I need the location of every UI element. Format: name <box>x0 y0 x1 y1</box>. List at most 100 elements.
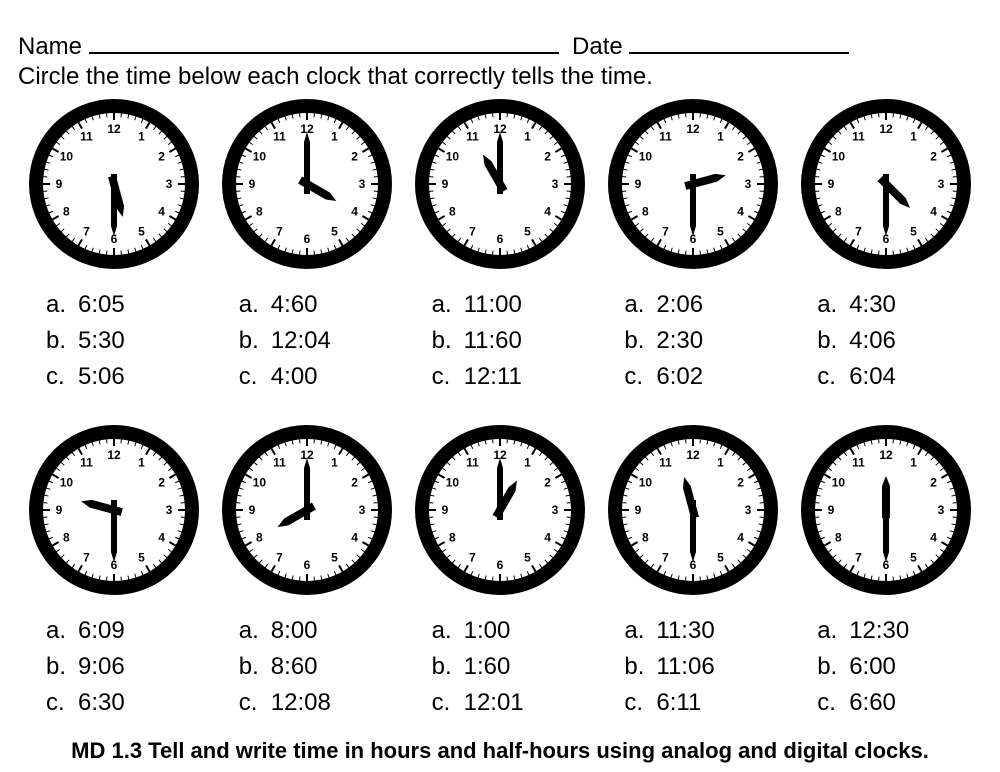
svg-text:4: 4 <box>159 205 166 219</box>
option-time: 11:06 <box>656 653 714 680</box>
option-time: 12:30 <box>849 617 909 644</box>
svg-text:4: 4 <box>351 531 358 545</box>
option-time: 6:11 <box>656 689 701 716</box>
option-label: b. <box>432 323 464 359</box>
option-label: b. <box>432 649 464 685</box>
answer-list: a.11:00b.11:60c.12:11 <box>404 287 522 395</box>
option-label: c. <box>624 359 656 395</box>
option-label: b. <box>624 649 656 685</box>
svg-text:10: 10 <box>60 476 74 490</box>
svg-text:11: 11 <box>852 456 865 470</box>
clock-cell: 123456789101112a.8:00b.8:60c.12:08 <box>211 425 404 721</box>
answer-option[interactable]: b.4:06 <box>817 323 896 359</box>
option-label: b. <box>46 323 78 359</box>
svg-text:1: 1 <box>910 130 917 144</box>
svg-text:11: 11 <box>273 456 286 470</box>
answer-option[interactable]: a.11:30 <box>624 613 714 649</box>
svg-text:2: 2 <box>930 150 937 164</box>
clock-cell: 123456789101112a.2:06b.2:30c.6:02 <box>596 99 789 395</box>
answer-option[interactable]: a.12:30 <box>817 613 909 649</box>
svg-text:9: 9 <box>634 503 641 517</box>
svg-text:2: 2 <box>930 476 937 490</box>
svg-text:3: 3 <box>166 503 173 517</box>
svg-text:1: 1 <box>331 456 338 470</box>
option-label: b. <box>817 649 849 685</box>
clock-face: 123456789101112 <box>222 425 392 595</box>
svg-text:4: 4 <box>159 531 166 545</box>
answer-option[interactable]: a.1:00 <box>432 613 524 649</box>
svg-text:8: 8 <box>256 205 263 219</box>
svg-text:10: 10 <box>638 150 652 164</box>
clock-face: 123456789101112 <box>29 425 199 595</box>
svg-text:7: 7 <box>855 551 862 565</box>
answer-option[interactable]: b.5:30 <box>46 323 125 359</box>
answer-list: a.1:00b.1:60c.12:01 <box>404 613 524 721</box>
answer-option[interactable]: c.5:06 <box>46 359 125 395</box>
svg-text:11: 11 <box>81 456 94 470</box>
answer-option[interactable]: b.2:30 <box>624 323 703 359</box>
svg-text:5: 5 <box>717 551 724 565</box>
svg-text:11: 11 <box>659 456 672 470</box>
option-time: 2:30 <box>656 327 703 354</box>
option-label: a. <box>46 287 78 323</box>
answer-option[interactable]: b.8:60 <box>239 649 331 685</box>
svg-text:9: 9 <box>827 177 834 191</box>
svg-text:3: 3 <box>937 177 944 191</box>
option-label: a. <box>239 613 271 649</box>
answer-option[interactable]: b.6:00 <box>817 649 909 685</box>
svg-text:12: 12 <box>686 122 700 136</box>
clock-face: 123456789101112 <box>29 99 199 269</box>
option-time: 6:05 <box>78 291 125 318</box>
svg-text:10: 10 <box>446 476 460 490</box>
answer-option[interactable]: c.12:08 <box>239 685 331 721</box>
svg-text:2: 2 <box>544 150 551 164</box>
option-label: b. <box>239 323 271 359</box>
answer-option[interactable]: a.2:06 <box>624 287 703 323</box>
clock-cell: 123456789101112a.4:30b.4:06c.6:04 <box>789 99 982 395</box>
svg-text:4: 4 <box>930 531 937 545</box>
svg-text:12: 12 <box>108 122 122 136</box>
answer-option[interactable]: c.12:11 <box>432 359 522 395</box>
answer-list: a.12:30b.6:00c.6:60 <box>789 613 909 721</box>
option-time: 5:30 <box>78 327 125 354</box>
answer-option[interactable]: c.6:02 <box>624 359 703 395</box>
answer-option[interactable]: c.6:04 <box>817 359 896 395</box>
name-blank[interactable] <box>89 28 559 54</box>
answer-option[interactable]: a.4:60 <box>239 287 331 323</box>
svg-text:7: 7 <box>855 225 862 239</box>
option-label: c. <box>239 685 271 721</box>
svg-text:8: 8 <box>449 531 456 545</box>
svg-text:3: 3 <box>937 503 944 517</box>
svg-text:3: 3 <box>744 503 751 517</box>
svg-text:9: 9 <box>56 177 63 191</box>
answer-option[interactable]: b.12:04 <box>239 323 331 359</box>
answer-option[interactable]: b.11:06 <box>624 649 714 685</box>
svg-text:4: 4 <box>351 205 358 219</box>
svg-text:4: 4 <box>544 531 551 545</box>
date-blank[interactable] <box>629 28 849 54</box>
answer-option[interactable]: c.6:60 <box>817 685 909 721</box>
answer-option[interactable]: c.6:30 <box>46 685 125 721</box>
answer-option[interactable]: a.11:00 <box>432 287 522 323</box>
option-label: a. <box>432 287 464 323</box>
answer-option[interactable]: b.11:60 <box>432 323 522 359</box>
svg-text:1: 1 <box>524 456 531 470</box>
svg-text:3: 3 <box>552 177 559 191</box>
answer-option[interactable]: c.6:11 <box>624 685 714 721</box>
answer-option[interactable]: c.12:01 <box>432 685 524 721</box>
answer-option[interactable]: a.6:09 <box>46 613 125 649</box>
option-label: a. <box>239 287 271 323</box>
svg-text:9: 9 <box>249 177 256 191</box>
option-label: a. <box>817 287 849 323</box>
svg-text:1: 1 <box>139 130 146 144</box>
answer-option[interactable]: a.6:05 <box>46 287 125 323</box>
svg-text:3: 3 <box>166 177 173 191</box>
answer-option[interactable]: a.4:30 <box>817 287 896 323</box>
answer-list: a.6:09b.9:06c.6:30 <box>18 613 125 721</box>
answer-option[interactable]: b.1:60 <box>432 649 524 685</box>
answer-option[interactable]: b.9:06 <box>46 649 125 685</box>
svg-text:9: 9 <box>442 177 449 191</box>
answer-option[interactable]: c.4:00 <box>239 359 331 395</box>
answer-option[interactable]: a.8:00 <box>239 613 331 649</box>
answer-list: a.4:60b.12:04c.4:00 <box>211 287 331 395</box>
